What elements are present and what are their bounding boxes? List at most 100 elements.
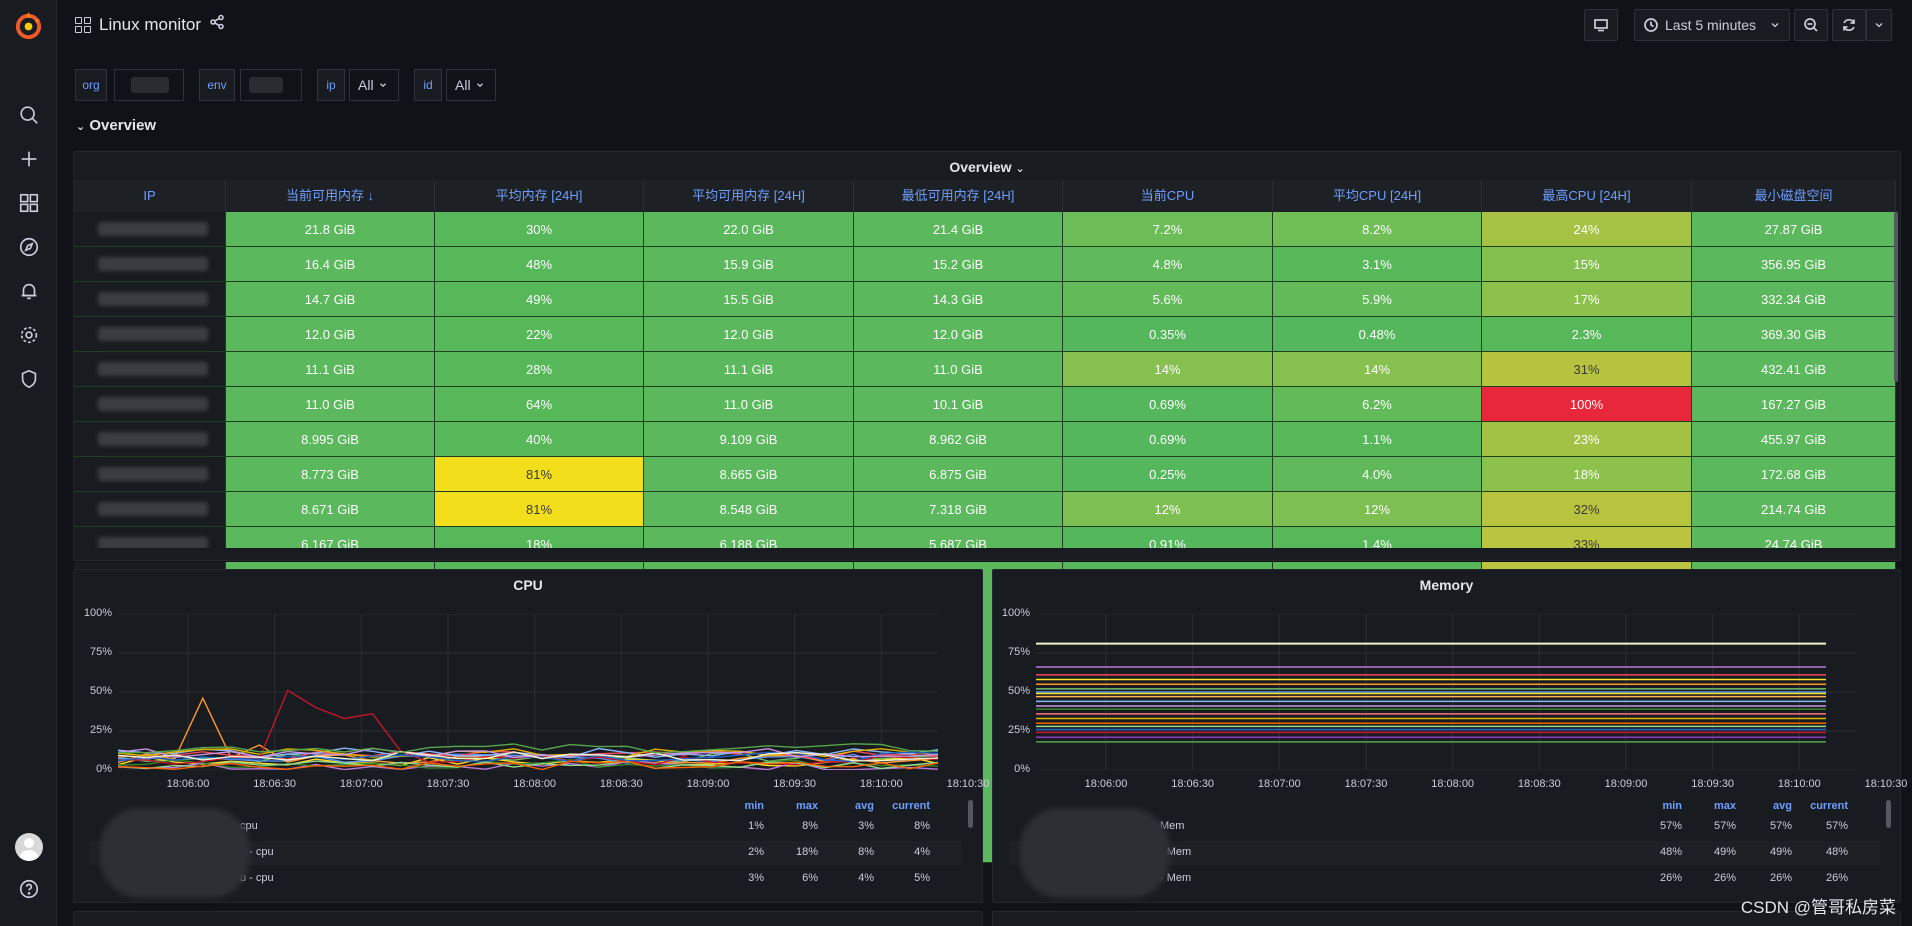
y-tick-label: 100% xyxy=(1001,607,1030,619)
grafana-logo-icon[interactable] xyxy=(13,10,44,41)
search-icon[interactable] xyxy=(16,102,42,128)
redacted-ip xyxy=(98,502,208,516)
top-navbar: Linux monitor Last 5 minutes xyxy=(57,0,1912,50)
table-column-header[interactable]: 最高CPU [24H] xyxy=(1482,180,1692,212)
y-tick-label: 0% xyxy=(1014,763,1030,775)
legend-scrollbar[interactable] xyxy=(1886,800,1891,828)
row-overview-toggle[interactable]: ⌄ Overview xyxy=(76,117,156,134)
legend-column-header[interactable]: max xyxy=(1713,800,1736,812)
panel-title[interactable]: NetWork xyxy=(74,916,982,926)
zoom-out-button[interactable] xyxy=(1794,9,1828,41)
legend-value: 26% xyxy=(1825,872,1848,884)
refresh-icon xyxy=(1843,19,1855,31)
cpu-graph-plot[interactable] xyxy=(118,614,938,770)
table-row: 8.671 GiB 81% 8.548 GiB 7.318 GiB 12% 12% 32% 2… xyxy=(74,492,1896,527)
table-column-header[interactable]: 最小磁盘空间 xyxy=(1692,180,1896,212)
table-cell: 3.1% xyxy=(1273,247,1482,282)
monitor-icon xyxy=(1594,19,1608,32)
help-icon[interactable] xyxy=(16,876,42,902)
avatar[interactable] xyxy=(15,833,43,861)
y-tick-label: 0% xyxy=(96,763,112,775)
shield-icon[interactable] xyxy=(16,366,42,392)
redacted-value xyxy=(249,77,283,93)
redacted-ip xyxy=(98,467,208,481)
table-cell: 22% xyxy=(435,317,644,352)
gear-icon[interactable] xyxy=(16,322,42,348)
table-cell: 7.318 GiB xyxy=(854,492,1063,527)
table-cell: 455.97 GiB xyxy=(1692,422,1896,457)
memory-graph-plot[interactable] xyxy=(1036,614,1856,770)
table-cell: 0.35% xyxy=(1063,317,1273,352)
table-cell: 15.9 GiB xyxy=(644,247,854,282)
legend-column-header[interactable]: avg xyxy=(1773,800,1792,812)
table-cell: 81% xyxy=(435,457,644,492)
legend-series-name[interactable]: - Mem xyxy=(1160,872,1192,884)
x-tick-label: 18:09:00 xyxy=(1604,778,1648,790)
ip-cell xyxy=(74,492,226,527)
table-cell: 22.0 GiB xyxy=(644,212,854,247)
legend-series-name[interactable]: b - cpu xyxy=(240,872,274,884)
table-column-header[interactable]: 平均内存 [24H] xyxy=(435,180,644,212)
variable-ip-select[interactable]: All xyxy=(349,69,399,101)
table-scrollbar[interactable] xyxy=(1894,212,1898,382)
plus-icon[interactable] xyxy=(16,146,42,172)
table-column-header[interactable]: IP xyxy=(74,180,226,212)
legend-value: 8% xyxy=(802,820,818,832)
redacted-ip xyxy=(98,397,208,411)
y-tick-label: 75% xyxy=(1007,646,1030,658)
x-tick-label: 18:09:30 xyxy=(1691,778,1735,790)
variable-env-select[interactable] xyxy=(240,69,302,101)
table-cell: 11.1 GiB xyxy=(226,352,435,387)
table-cell: 12.0 GiB xyxy=(226,317,435,352)
table-cell: 17% xyxy=(1482,282,1692,317)
table-column-header[interactable]: 最低可用内存 [24H] xyxy=(854,180,1063,212)
y-tick-label: 25% xyxy=(1007,724,1030,736)
legend-column-header[interactable]: current xyxy=(892,800,930,812)
panel-title[interactable]: Memory xyxy=(1419,577,1474,593)
alerting-bell-icon[interactable] xyxy=(16,278,42,304)
share-icon[interactable] xyxy=(209,14,225,35)
refresh-interval-dropdown[interactable] xyxy=(1866,9,1892,41)
table-cell: 8.548 GiB xyxy=(644,492,854,527)
explore-compass-icon[interactable] xyxy=(16,234,42,260)
legend-value: 8% xyxy=(914,820,930,832)
table-cell: 14.7 GiB xyxy=(226,282,435,317)
table-column-header[interactable]: 当前CPU xyxy=(1063,180,1273,212)
panel-title[interactable]: Disk I/O xyxy=(993,916,1900,926)
table-cell: 31% xyxy=(1482,352,1692,387)
table-column-header[interactable]: 平均CPU [24H] xyxy=(1273,180,1482,212)
legend-column-header[interactable]: min xyxy=(744,800,764,812)
table-cell: 11.0 GiB xyxy=(226,387,435,422)
legend-series-name[interactable]: Mem xyxy=(1160,820,1185,832)
table-cell: 28% xyxy=(435,352,644,387)
tv-mode-button[interactable] xyxy=(1584,9,1618,41)
time-picker-button[interactable]: Last 5 minutes xyxy=(1634,9,1790,41)
table-row: 16.4 GiB 48% 15.9 GiB 15.2 GiB 4.8% 3.1% 15% 35… xyxy=(74,247,1896,282)
legend-column-header[interactable]: min xyxy=(1662,800,1682,812)
table-column-header[interactable]: 当前可用内存 ↓ xyxy=(226,180,435,212)
legend-column-header[interactable]: avg xyxy=(855,800,874,812)
panel-title[interactable]: Overview ⌄ xyxy=(74,152,1900,182)
table-cell: 4.8% xyxy=(1063,247,1273,282)
ip-cell xyxy=(74,317,226,352)
table-column-header[interactable]: 平均可用内存 [24H] xyxy=(644,180,854,212)
y-tick-label: 50% xyxy=(89,685,112,697)
dashboards-icon[interactable] xyxy=(16,190,42,216)
variable-org-select[interactable] xyxy=(114,69,184,101)
dashboard-title-text[interactable]: Linux monitor xyxy=(99,14,202,34)
panel-title[interactable]: CPU xyxy=(513,577,543,593)
refresh-button[interactable] xyxy=(1832,9,1866,41)
legend-scrollbar[interactable] xyxy=(968,800,973,828)
ip-cell xyxy=(74,352,226,387)
variable-id-select[interactable]: All xyxy=(446,69,496,101)
cpu-series-line xyxy=(118,747,938,759)
legend-column-header[interactable]: current xyxy=(1810,800,1848,812)
time-range-label: Last 5 minutes xyxy=(1665,17,1757,33)
table-cell: 7.2% xyxy=(1063,212,1273,247)
legend-value: 5% xyxy=(914,872,930,884)
table-cell: 27.87 GiB xyxy=(1692,212,1896,247)
legend-value: 57% xyxy=(1659,820,1682,832)
table-cell: 172.68 GiB xyxy=(1692,457,1896,492)
table-cell: 48% xyxy=(435,247,644,282)
legend-column-header[interactable]: max xyxy=(795,800,818,812)
